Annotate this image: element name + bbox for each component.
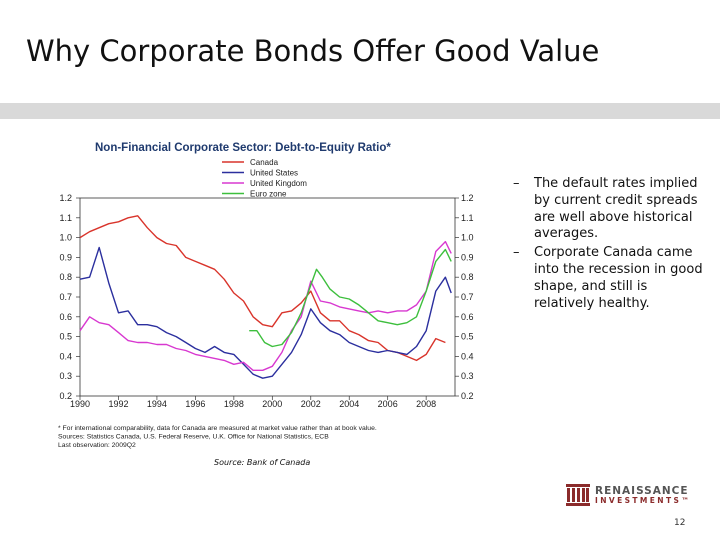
y-tick-label-right: 0.8: [461, 272, 474, 282]
y-tick-label-right: 0.5: [461, 332, 474, 342]
chart-footnotes: * For international comparability, data …: [58, 425, 377, 449]
bullet-item: – Corporate Canada came into the recessi…: [513, 245, 703, 312]
x-tick-label: 2008: [416, 399, 436, 409]
y-tick-label-right: 0.4: [461, 351, 474, 361]
page-number: 12: [674, 518, 686, 528]
bullet-dash: –: [513, 176, 520, 191]
series-line-united-kingdom: [79, 240, 452, 371]
series-line-canada: [79, 215, 446, 362]
chart-footnote: * For international comparability, data …: [58, 425, 377, 432]
y-tick-label-left: 0.3: [59, 371, 72, 381]
legend-label: United States: [250, 169, 298, 178]
y-tick-label-left: 0.9: [59, 252, 72, 262]
legend-label: Canada: [250, 158, 279, 167]
slide-title: Why Corporate Bonds Offer Good Value: [26, 34, 600, 68]
temple-logo-icon: [566, 484, 590, 506]
x-tick-label: 1996: [185, 399, 205, 409]
bullet-dash: –: [513, 245, 520, 261]
header-bar: Why Corporate Bonds Offer Good Value: [0, 0, 720, 103]
bullet-item: – The default rates implied by current c…: [513, 176, 703, 243]
series-line-united-states: [79, 246, 452, 379]
y-tick-label-right: 1.1: [461, 213, 474, 223]
x-tick-label: 2004: [339, 399, 359, 409]
y-tick-label-left: 1.1: [59, 213, 72, 223]
y-tick-label-left: 0.7: [59, 292, 72, 302]
y-tick-label-right: 0.9: [461, 252, 474, 262]
chart-footnote: Last observation: 2009Q2: [58, 442, 136, 449]
y-tick-label-left: 0.6: [59, 312, 72, 322]
y-tick-label-right: 0.2: [461, 391, 474, 401]
x-tick-label: 2006: [378, 399, 398, 409]
y-tick-label-left: 0.8: [59, 272, 72, 282]
chart-axes: 1.2 1.2 1.1 1.1 1.0 1.0 0.9 0.9 0.8 0.8 0.7 0.7 0.6 0…: [59, 193, 473, 409]
y-tick-label-left: 0.4: [59, 351, 72, 361]
y-tick-label-right: 0.6: [461, 312, 474, 322]
company-logo: RENAISSANCE INVESTMENTS™: [565, 481, 695, 507]
y-tick-label-left: 1.0: [59, 233, 72, 243]
logo-name: RENAISSANCE: [595, 485, 689, 497]
bullet-list: – The default rates implied by current c…: [513, 176, 703, 314]
x-tick-label: 1990: [70, 399, 90, 409]
legend-label: Euro zone: [250, 190, 287, 199]
y-tick-label-left: 1.2: [59, 193, 72, 203]
series-line-euro-zone: [249, 248, 452, 348]
chart-series: [79, 215, 452, 379]
x-tick-label: 1998: [224, 399, 244, 409]
y-tick-label-right: 1.2: [461, 193, 474, 203]
x-tick-label: 2002: [301, 399, 321, 409]
legend-label: United Kingdom: [250, 179, 307, 188]
y-tick-label-right: 0.3: [461, 371, 474, 381]
y-tick-label-right: 0.7: [461, 292, 474, 302]
y-tick-label-left: 0.5: [59, 332, 72, 342]
chart-title: Non-Financial Corporate Sector: Debt-to-…: [95, 142, 391, 154]
y-tick-label-left: 0.2: [59, 391, 72, 401]
x-tick-label: 1992: [108, 399, 128, 409]
source-note: Source: Bank of Canada: [214, 458, 311, 467]
header-divider-band: [0, 103, 720, 119]
x-tick-label: 1994: [147, 399, 167, 409]
plot-frame: [79, 197, 456, 397]
bullet-text: Corporate Canada came into the recession…: [534, 245, 703, 311]
chart-footnote: Sources: Statistics Canada, U.S. Federal…: [58, 434, 329, 441]
y-tick-label-right: 1.0: [461, 233, 474, 243]
x-tick-label: 2000: [262, 399, 282, 409]
bullet-text: The default rates implied by current cre…: [534, 176, 698, 242]
logo-subtitle: INVESTMENTS™: [595, 496, 692, 505]
